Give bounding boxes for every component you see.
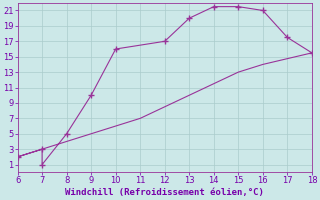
X-axis label: Windchill (Refroidissement éolien,°C): Windchill (Refroidissement éolien,°C) — [65, 188, 264, 197]
